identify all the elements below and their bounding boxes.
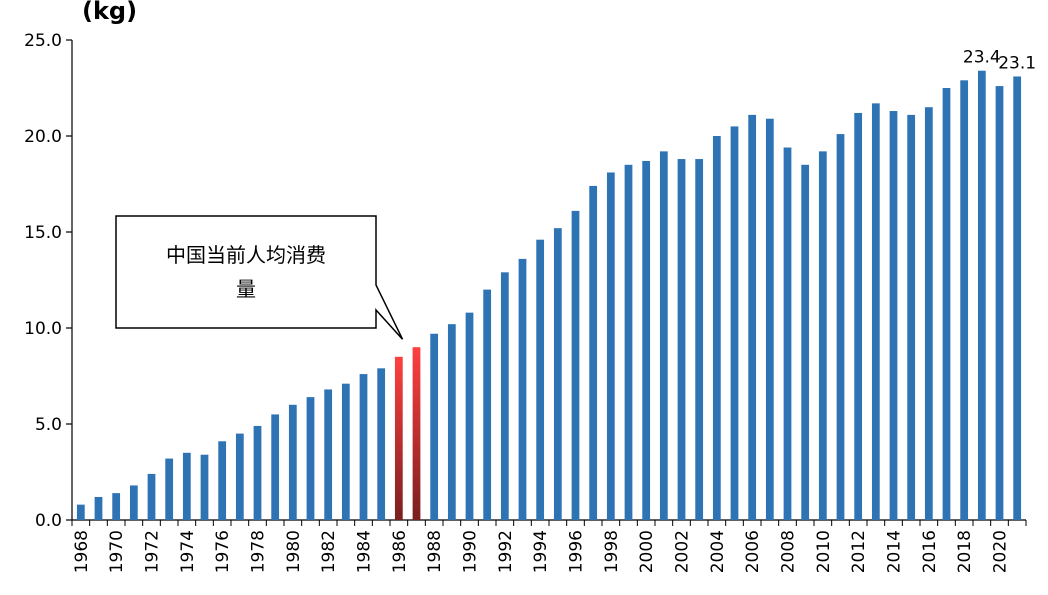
x-tick-label: 2008 xyxy=(779,530,799,573)
x-tick-label: 2000 xyxy=(637,530,657,573)
bar-1973 xyxy=(165,458,174,520)
bar-1978 xyxy=(253,425,262,520)
bar-1993 xyxy=(518,258,527,520)
bar-1968 xyxy=(76,504,85,520)
bar-2013 xyxy=(871,103,880,521)
x-tick-label: 1974 xyxy=(178,530,198,573)
bar-2009 xyxy=(801,164,810,521)
bar-1982 xyxy=(324,389,333,520)
bar-2007 xyxy=(765,118,774,520)
data-label-2021: 23.1 xyxy=(998,53,1036,73)
bar-2004 xyxy=(712,136,721,520)
bar-1976 xyxy=(218,441,227,520)
x-tick-label: 1992 xyxy=(496,530,516,573)
bar-1975 xyxy=(200,454,209,520)
bar-1985 xyxy=(377,368,386,520)
bar-1999 xyxy=(624,164,633,521)
bar-1974 xyxy=(182,452,191,520)
bar-2008 xyxy=(783,147,792,520)
x-tick-label: 1976 xyxy=(213,530,233,573)
bar-2016 xyxy=(924,107,933,520)
bar-1992 xyxy=(500,272,509,520)
callout-text-line2: 量 xyxy=(236,277,256,301)
bar-1997 xyxy=(589,185,598,521)
x-tick-label: 1990 xyxy=(461,530,481,573)
bar-1969 xyxy=(94,496,103,520)
data-labels: 23.423.1 xyxy=(963,48,1036,74)
x-tick-label: 1968 xyxy=(72,530,92,573)
x-tick-label: 1984 xyxy=(355,530,375,573)
bar-2020 xyxy=(995,86,1004,520)
bar-1984 xyxy=(359,374,368,520)
bars xyxy=(76,70,1022,521)
y-tick-label: 15.0 xyxy=(24,223,62,243)
x-tick-label: 1986 xyxy=(390,530,410,573)
y-axis-ticks: 0.0 5.0 10.0 15.0 20.0 25.0 xyxy=(24,31,72,531)
bar-2006 xyxy=(748,114,757,520)
x-tick-label: 1982 xyxy=(319,530,339,573)
y-tick-label: 10.0 xyxy=(24,319,62,339)
data-label-2019: 23.4 xyxy=(963,48,1001,68)
x-tick-label: 2012 xyxy=(849,530,869,573)
bar-2021 xyxy=(1013,76,1022,520)
y-axis-unit-label: (kg) xyxy=(82,0,138,25)
bar-1990 xyxy=(465,312,474,520)
bar-highlight-1986 xyxy=(394,356,403,520)
bar-2014 xyxy=(889,111,898,520)
x-tick-label: 2016 xyxy=(920,530,940,573)
bar-1988 xyxy=(430,333,439,520)
x-tick-label: 1994 xyxy=(531,530,551,573)
bar-2015 xyxy=(907,114,916,520)
bar-1983 xyxy=(341,383,350,520)
bar-1977 xyxy=(235,433,244,520)
bar-2018 xyxy=(960,80,969,520)
bar-2012 xyxy=(854,112,863,521)
x-tick-label: 1988 xyxy=(425,530,445,573)
bar-2005 xyxy=(730,126,739,521)
x-tick-label: 2014 xyxy=(885,530,905,573)
bar-1979 xyxy=(271,414,280,520)
bar-2010 xyxy=(818,151,827,521)
x-axis-ticks: 1968 1970 1972 1974 1976 1978 1980 1982 1984 1986… xyxy=(71,520,1027,573)
y-tick-label: 0.0 xyxy=(35,511,62,531)
bar-1991 xyxy=(483,289,492,520)
bar-2019 xyxy=(977,70,986,520)
bar-highlight-1987 xyxy=(412,347,421,520)
bar-1970 xyxy=(112,493,121,520)
x-tick-label: 2004 xyxy=(708,530,728,573)
bar-2000 xyxy=(642,160,651,520)
bar-2002 xyxy=(677,159,686,521)
y-tick-label: 5.0 xyxy=(35,415,62,435)
x-tick-label: 1998 xyxy=(602,530,622,573)
x-tick-label: 2020 xyxy=(991,530,1011,573)
callout-text-line1: 中国当前人均消费 xyxy=(166,243,326,267)
x-tick-label: 1978 xyxy=(249,530,269,573)
bar-1995 xyxy=(553,228,562,520)
y-tick-label: 25.0 xyxy=(24,31,62,51)
bar-1998 xyxy=(606,172,615,521)
bar-2001 xyxy=(659,151,668,521)
bar-1971 xyxy=(129,485,138,520)
bar-1996 xyxy=(571,210,580,520)
bar-1994 xyxy=(536,239,545,520)
x-tick-label: 2010 xyxy=(814,530,834,573)
bar-1981 xyxy=(306,397,315,520)
x-tick-label: 2002 xyxy=(673,530,693,573)
y-tick-label: 20.0 xyxy=(24,127,62,147)
x-tick-label: 1996 xyxy=(567,530,587,573)
bar-2003 xyxy=(695,159,704,521)
x-tick-label: 1970 xyxy=(107,530,127,573)
bar-1989 xyxy=(447,324,456,520)
x-tick-label: 1972 xyxy=(143,530,163,573)
x-tick-label: 1980 xyxy=(284,530,304,573)
bar-1980 xyxy=(288,404,297,520)
x-tick-label: 2006 xyxy=(743,530,763,573)
bar-1972 xyxy=(147,473,156,520)
bar-2011 xyxy=(836,134,845,520)
annotation-callout: 中国当前人均消费 量 xyxy=(115,215,404,340)
x-tick-label: 2018 xyxy=(955,530,975,573)
bar-2017 xyxy=(942,88,951,520)
callout-box xyxy=(115,215,404,340)
